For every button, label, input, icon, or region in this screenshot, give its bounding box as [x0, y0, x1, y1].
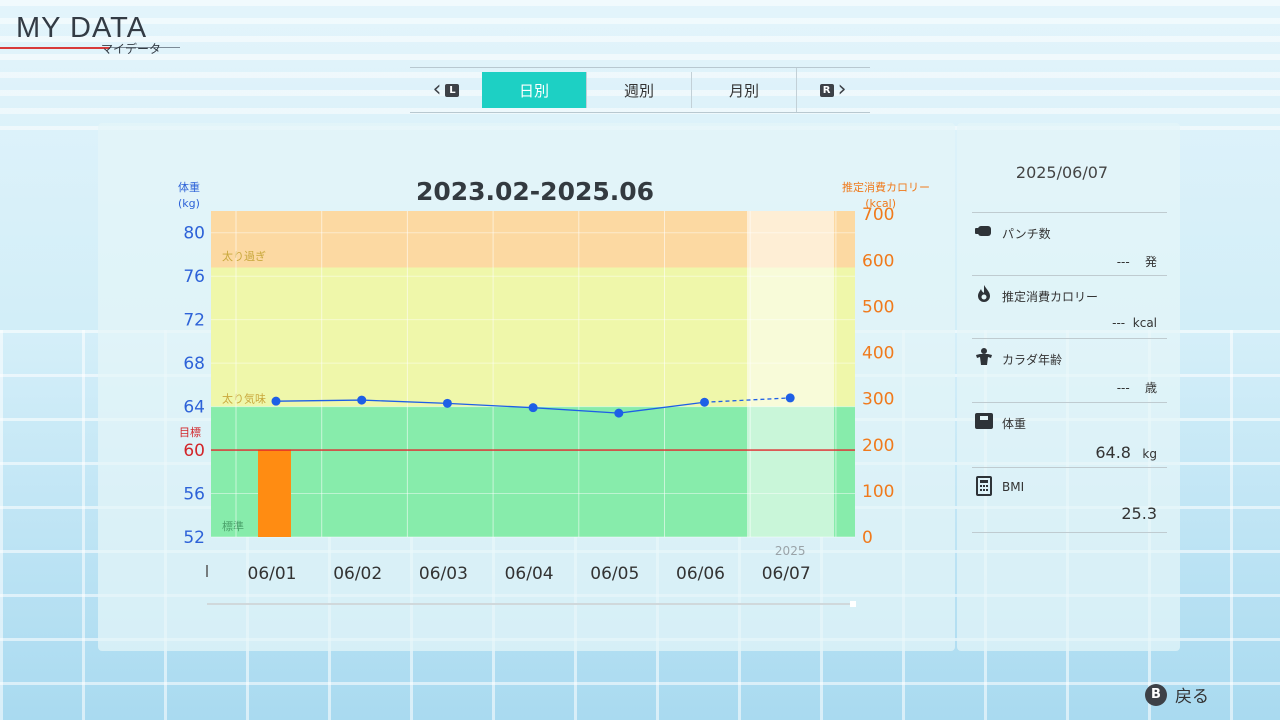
- goal-label: 目標: [179, 425, 201, 439]
- tab-prev-button[interactable]: ‹ L: [410, 68, 482, 112]
- x-axis-tick: 06/01: [248, 564, 297, 584]
- right-axis-unit: (kcal): [865, 197, 896, 210]
- detail-panel: 2025/06/07 パンチ数 --- 発 推定消費カロリー --- kcal …: [957, 123, 1180, 651]
- period-tabs: ‹ L 日別 週別 月別 R ›: [410, 67, 870, 113]
- flame-icon: [978, 285, 990, 302]
- right-axis-tick: 100: [862, 482, 894, 502]
- right-axis-tick: 700: [862, 205, 894, 225]
- right-axis-tick: 400: [862, 344, 894, 364]
- tab-weekly[interactable]: 週別: [586, 72, 691, 108]
- punch-icon: [975, 226, 991, 236]
- bmi-value: 25.3: [1121, 504, 1157, 523]
- page-header: MY DATA マイデータ: [0, 12, 180, 56]
- tab-daily[interactable]: 日別: [482, 72, 586, 108]
- page-subtitle: マイデータ: [101, 42, 162, 56]
- selected-day-highlight: [747, 211, 834, 537]
- weight-point: [271, 396, 281, 406]
- x-axis-tick: 06/04: [505, 564, 554, 584]
- right-axis-tick: 300: [862, 390, 894, 410]
- calorie-bar: [258, 449, 291, 537]
- weight-point: [700, 397, 709, 407]
- punch-count-value-group: --- 発: [1117, 253, 1157, 270]
- page-title: MY DATA: [16, 12, 148, 44]
- left-axis-unit: (kg): [178, 197, 200, 210]
- detail-weight: 体重 64.8 kg: [972, 402, 1167, 467]
- punch-count-unit: 発: [1144, 255, 1157, 269]
- left-axis-tick: 76: [183, 267, 205, 287]
- x-axis-tick: 06/06: [676, 564, 725, 584]
- x-axis-tick: 06/07: [762, 564, 811, 584]
- tab-monthly[interactable]: 月別: [691, 72, 796, 108]
- r-button-icon: R: [819, 83, 834, 97]
- weight-point: [357, 395, 367, 405]
- bmi-label: BMI: [1002, 480, 1025, 494]
- detail-bmi: BMI 25.3: [972, 467, 1167, 533]
- x-axis-tick: 06/05: [590, 564, 639, 584]
- weight-unit: kg: [1142, 447, 1157, 461]
- calories-unit: kcal: [1132, 316, 1157, 330]
- weight-point: [785, 393, 795, 403]
- back-button[interactable]: B 戻る: [1145, 682, 1209, 707]
- right-axis-label: 推定消費カロリー: [842, 180, 930, 194]
- detail-body-age: カラダ年齢 --- 歳: [972, 338, 1167, 401]
- weight-point: [528, 403, 538, 413]
- left-axis-tick: 60: [183, 441, 205, 461]
- zone-label: 太り気味: [222, 392, 266, 406]
- chevron-left-icon: ‹: [432, 77, 442, 102]
- tab-next-button[interactable]: R ›: [796, 68, 869, 112]
- zone-label: 太り過ぎ: [222, 249, 266, 263]
- weight-value: 64.8: [1095, 443, 1131, 462]
- weight-point: [614, 408, 624, 418]
- header-underline: [0, 47, 110, 49]
- left-axis-tick: 68: [183, 354, 205, 374]
- weight-point: [442, 398, 452, 408]
- right-axis-tick: 500: [862, 297, 894, 317]
- left-axis-tick: 52: [183, 528, 205, 548]
- header-underline-secondary: [110, 47, 180, 48]
- left-axis-label: 体重: [178, 180, 200, 194]
- detail-calories: 推定消費カロリー --- kcal: [972, 275, 1167, 338]
- body-age-value: ---: [1116, 381, 1130, 395]
- weight-value-group: 64.8 kg: [1095, 443, 1157, 462]
- punch-count-value: ---: [1116, 255, 1130, 269]
- background-stripes: [0, 0, 1280, 130]
- detail-punch-count: パンチ数 --- 発: [972, 212, 1167, 275]
- weight-label: 体重: [1002, 417, 1027, 431]
- left-axis-tick: 72: [183, 311, 205, 331]
- calories-value-group: --- kcal: [1112, 316, 1157, 330]
- x-axis-tick: 06/03: [419, 564, 468, 584]
- l-button-icon: L: [445, 83, 460, 97]
- scale-icon: [975, 413, 993, 429]
- chart-title: 2023.02-2025.06: [416, 177, 654, 206]
- calories-value: ---: [1112, 316, 1126, 330]
- back-label: 戻る: [1175, 687, 1209, 707]
- calories-label: 推定消費カロリー: [1002, 290, 1099, 304]
- left-axis-tick: 64: [183, 398, 205, 418]
- body-age-value-group: --- 歳: [1117, 379, 1157, 396]
- body-age-unit: 歳: [1144, 381, 1157, 395]
- right-axis-tick: 0: [862, 528, 873, 548]
- body-age-label: カラダ年齢: [1002, 353, 1063, 367]
- left-axis-tick: 80: [183, 224, 205, 244]
- scrollbar-thumb: [850, 601, 856, 607]
- x-axis-tick: 06/02: [333, 564, 382, 584]
- punch-count-label: パンチ数: [1002, 227, 1051, 241]
- muscle-icon: [976, 348, 992, 365]
- b-button-icon: B: [1145, 683, 1167, 706]
- year-label: 2025: [775, 544, 806, 558]
- detail-date: 2025/06/07: [1015, 163, 1109, 182]
- right-axis-tick: 600: [862, 251, 894, 271]
- left-axis-tick: 56: [183, 485, 205, 505]
- weight-line-projected: [704, 397, 791, 403]
- zone-label: 標準: [222, 519, 244, 533]
- weight-line: [275, 399, 705, 414]
- calculator-icon: [976, 476, 992, 496]
- chevron-right-icon: ›: [837, 77, 847, 102]
- right-axis-tick: 200: [862, 436, 894, 456]
